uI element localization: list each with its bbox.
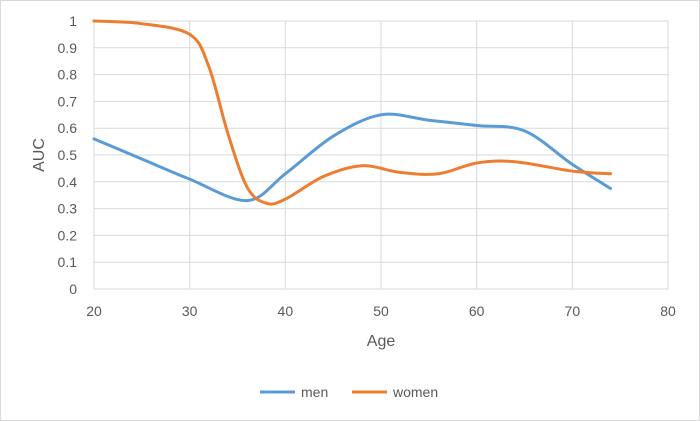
- y-tick-label: 0: [69, 281, 77, 297]
- x-tick-label: 60: [469, 303, 485, 319]
- x-axis-title: Age: [367, 333, 396, 350]
- y-tick-label: 0.1: [58, 254, 78, 270]
- x-tick-label: 20: [86, 303, 102, 319]
- y-tick-label: 0.8: [58, 67, 78, 83]
- x-tick-label: 30: [182, 303, 198, 319]
- y-tick-label: 0.2: [58, 227, 78, 243]
- x-tick-label: 70: [565, 303, 581, 319]
- x-axis-ticks: 20 30 40 50 60 70 80: [86, 303, 676, 319]
- series: [92, 19, 613, 206]
- legend-label-men: men: [301, 384, 328, 400]
- x-tick-label: 40: [278, 303, 294, 319]
- y-tick-label: 0.6: [58, 120, 78, 136]
- gridlines: [93, 20, 669, 290]
- y-tick-label: 1: [69, 13, 77, 29]
- y-tick-label: 0.5: [58, 147, 78, 163]
- y-axis-ticks: 0 0.1 0.2 0.3 0.4 0.5 0.6 0.7 0.8 0.9 1: [58, 13, 78, 297]
- y-tick-label: 0.7: [58, 93, 78, 109]
- legend: men women: [260, 384, 438, 400]
- legend-label-women: women: [392, 384, 438, 400]
- y-tick-label: 0.4: [58, 174, 78, 190]
- y-axis-title: AUC: [31, 138, 48, 172]
- x-tick-label: 80: [660, 303, 676, 319]
- series-line-women: [92, 19, 613, 206]
- y-tick-label: 0.9: [58, 40, 78, 56]
- series-line-men: [92, 112, 613, 203]
- y-tick-label: 0.3: [58, 201, 78, 217]
- x-tick-label: 50: [373, 303, 389, 319]
